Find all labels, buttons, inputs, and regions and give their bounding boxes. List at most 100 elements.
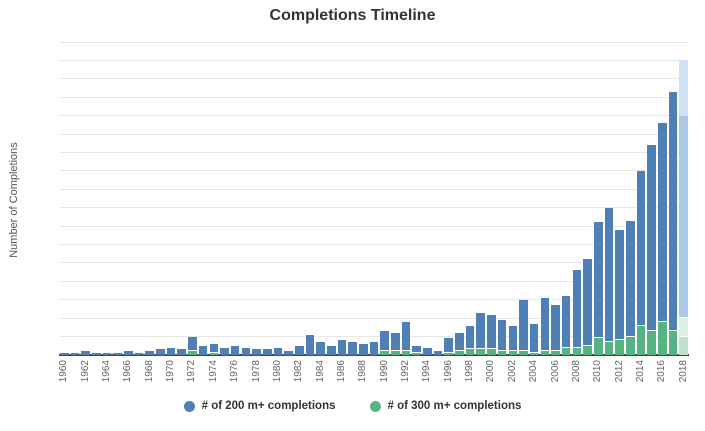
bar-300m[interactable] <box>380 350 389 355</box>
bar-200m[interactable] <box>166 347 176 355</box>
bar-200m[interactable] <box>284 351 293 355</box>
bar-200m[interactable] <box>519 299 528 355</box>
legend-item-300m[interactable]: # of 300 m+ completions <box>369 400 522 412</box>
bar-slot-1969 <box>155 42 166 355</box>
bar-300m[interactable] <box>455 350 464 355</box>
bar-300m[interactable] <box>209 352 219 355</box>
bar-200m[interactable] <box>359 343 368 355</box>
bar-200m[interactable] <box>188 336 197 355</box>
bar-300m[interactable] <box>529 352 539 355</box>
bar-300m[interactable] <box>540 350 550 355</box>
bar-300m[interactable] <box>497 350 507 355</box>
bar-200m[interactable] <box>604 207 614 355</box>
bar-200m[interactable] <box>230 345 240 355</box>
bar-200m[interactable] <box>455 332 464 355</box>
bar-200m[interactable] <box>668 91 678 355</box>
bar-300m[interactable] <box>636 324 646 355</box>
bar-200m[interactable] <box>326 345 336 355</box>
bar-300m[interactable] <box>476 348 486 355</box>
x-tick-label: 1960 <box>58 360 70 383</box>
bar-300m[interactable] <box>561 346 571 355</box>
bar-300m[interactable] <box>412 352 421 355</box>
gridline <box>59 280 689 282</box>
bar-200m[interactable] <box>561 296 571 355</box>
bar-slot-1963 <box>91 42 102 355</box>
bar-300m[interactable] <box>444 352 454 355</box>
bar-200m[interactable] <box>220 347 229 355</box>
bar-slot-2006 <box>550 42 561 355</box>
bar-200m[interactable] <box>252 349 261 355</box>
bar-200m[interactable] <box>305 334 315 355</box>
bar-200m[interactable] <box>551 305 560 355</box>
bar-slot-1966 <box>123 42 134 355</box>
bar-200m[interactable] <box>209 343 219 355</box>
bar-200m[interactable] <box>134 353 144 355</box>
legend-label-300m: # of 300 m+ completions <box>387 400 522 412</box>
bar-200m[interactable] <box>113 353 122 355</box>
bar-300m[interactable] <box>401 350 411 355</box>
bar-200m[interactable] <box>593 222 603 355</box>
bar-300m[interactable] <box>391 350 400 355</box>
bar-200m[interactable] <box>529 323 539 355</box>
bar-200m[interactable] <box>102 353 112 355</box>
x-tick-label: 2016 <box>656 360 668 383</box>
bar-200m[interactable] <box>540 297 550 355</box>
bar-200m[interactable] <box>60 353 69 355</box>
gridline <box>59 115 689 117</box>
bar-200m[interactable] <box>262 349 272 355</box>
bar-300m[interactable] <box>647 330 656 355</box>
gridline <box>59 133 689 135</box>
bar-300m[interactable] <box>508 350 518 355</box>
bar-200m[interactable] <box>444 338 454 355</box>
bar-200m[interactable] <box>423 347 432 355</box>
legend-item-200m[interactable]: # of 200 m+ completions <box>183 400 336 412</box>
bar-300m[interactable] <box>657 320 667 355</box>
bar-200m[interactable] <box>508 325 518 355</box>
bar-300m[interactable] <box>519 350 528 355</box>
legend-marker-300m-icon <box>369 400 381 412</box>
bar-200m[interactable] <box>81 351 90 355</box>
bar-200m[interactable] <box>497 320 507 355</box>
bar-300m[interactable] <box>625 335 635 355</box>
bar-200m[interactable] <box>92 353 101 355</box>
bar-300m[interactable] <box>465 348 475 355</box>
bar-200m[interactable] <box>380 331 389 355</box>
bar-200m[interactable] <box>294 345 304 355</box>
bar-200m[interactable] <box>647 145 656 355</box>
bar-200m[interactable] <box>124 351 133 355</box>
bar-200m[interactable] <box>412 345 421 355</box>
bar-200m[interactable] <box>348 342 357 355</box>
bar-300m[interactable] <box>615 339 624 355</box>
bar-300m[interactable] <box>668 330 678 355</box>
bar-300m[interactable] <box>572 346 582 355</box>
bar-300m[interactable] <box>583 344 592 355</box>
bar-200m[interactable] <box>70 353 80 355</box>
bar-200m[interactable] <box>657 123 667 355</box>
x-tick-label: 1996 <box>442 360 454 383</box>
bar-200m[interactable] <box>316 342 325 355</box>
bar-200m[interactable] <box>241 347 251 355</box>
bar-200m[interactable] <box>337 340 347 355</box>
bar-300m[interactable] <box>188 350 197 355</box>
bar-200m[interactable] <box>433 351 443 355</box>
bar-200m[interactable] <box>583 259 592 355</box>
bar-200m[interactable] <box>401 321 411 355</box>
bar-200m[interactable] <box>572 270 582 355</box>
bar-200m[interactable] <box>476 312 486 355</box>
bar-200m[interactable] <box>391 332 400 355</box>
bar-300m[interactable] <box>604 341 614 355</box>
bar-200m[interactable] <box>156 349 165 355</box>
bar-300m[interactable] <box>487 348 496 355</box>
bar-200m[interactable] <box>369 342 379 355</box>
bar-200m[interactable] <box>177 349 187 355</box>
bar-200m[interactable] <box>625 220 635 355</box>
bar-200m[interactable] <box>465 325 475 355</box>
bar-300m[interactable] <box>593 337 603 355</box>
bar-200m[interactable] <box>198 345 208 355</box>
bar-200m[interactable] <box>487 314 496 355</box>
bar-200m[interactable] <box>145 351 155 355</box>
bar-200m[interactable] <box>615 229 624 355</box>
bar-200m[interactable] <box>273 347 283 355</box>
bar-200m[interactable] <box>636 170 646 355</box>
bar-300m[interactable] <box>551 350 560 355</box>
